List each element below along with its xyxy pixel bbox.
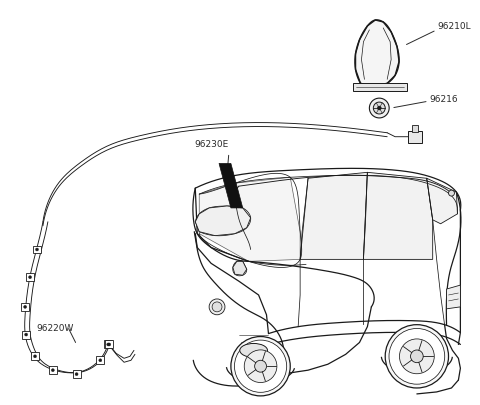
Circle shape [399, 339, 434, 374]
Text: 96216: 96216 [430, 95, 458, 104]
Polygon shape [49, 366, 57, 374]
Polygon shape [195, 206, 251, 236]
Circle shape [232, 190, 238, 196]
Polygon shape [446, 285, 460, 309]
Circle shape [108, 343, 111, 346]
Polygon shape [408, 131, 422, 143]
Circle shape [234, 340, 287, 392]
Polygon shape [233, 261, 247, 275]
Polygon shape [21, 303, 29, 311]
Polygon shape [353, 83, 407, 91]
Circle shape [410, 350, 423, 362]
Polygon shape [363, 173, 432, 259]
Circle shape [209, 299, 225, 315]
Polygon shape [412, 125, 418, 132]
Circle shape [370, 98, 389, 118]
Polygon shape [72, 370, 81, 378]
Circle shape [448, 190, 455, 196]
Circle shape [373, 102, 385, 114]
Ellipse shape [240, 343, 267, 357]
Text: 96230E: 96230E [194, 140, 228, 149]
Polygon shape [104, 341, 112, 348]
Circle shape [51, 369, 54, 372]
Polygon shape [26, 273, 34, 281]
Circle shape [99, 359, 102, 362]
Circle shape [377, 106, 381, 110]
Circle shape [24, 333, 28, 336]
Circle shape [244, 350, 277, 383]
Circle shape [36, 248, 38, 251]
Circle shape [231, 337, 290, 396]
Polygon shape [33, 245, 41, 254]
Circle shape [212, 302, 222, 312]
Polygon shape [427, 178, 457, 224]
Circle shape [389, 328, 444, 384]
Polygon shape [96, 356, 104, 364]
Circle shape [254, 360, 266, 372]
Polygon shape [199, 177, 300, 261]
Polygon shape [31, 352, 39, 360]
Circle shape [29, 276, 32, 279]
Circle shape [75, 373, 78, 375]
Circle shape [385, 325, 448, 388]
Text: 96220W: 96220W [36, 324, 73, 333]
Polygon shape [22, 330, 30, 339]
Circle shape [24, 305, 26, 308]
Polygon shape [356, 20, 399, 86]
Text: 96210L: 96210L [438, 22, 471, 32]
Polygon shape [219, 164, 243, 208]
Polygon shape [105, 341, 113, 348]
Polygon shape [300, 173, 367, 259]
Circle shape [107, 343, 110, 346]
Circle shape [34, 355, 36, 358]
